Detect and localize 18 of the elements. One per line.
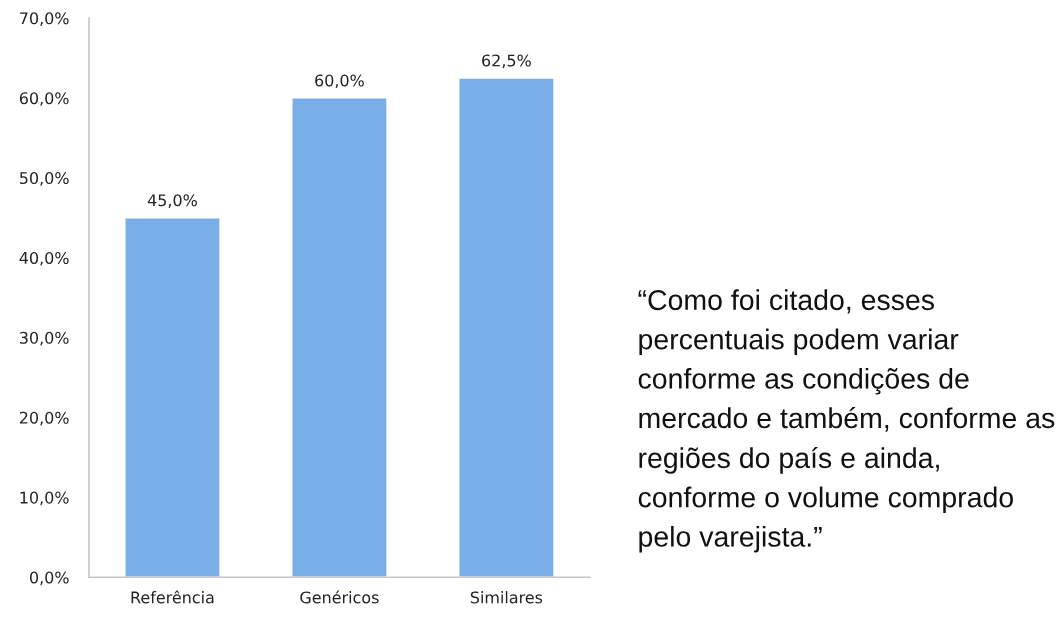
data-label: 60,0% <box>315 74 364 89</box>
data-label: 62,5% <box>482 54 531 69</box>
bar <box>291 97 388 578</box>
y-tick-label: 40,0% <box>19 251 69 266</box>
y-tick-label: 60,0% <box>19 92 69 106</box>
x-tick-label: Referência <box>131 590 214 604</box>
y-tick-label: 20,0% <box>19 411 69 426</box>
bar <box>124 217 221 578</box>
y-tick-label: 50,0% <box>20 172 69 186</box>
bar <box>458 77 555 578</box>
data-label: 45,0% <box>147 194 197 208</box>
y-tick-label: 0,0% <box>29 571 69 586</box>
y-tick-label: 30,0% <box>19 331 69 346</box>
text: “Como foi citado, esses percentuais podem variar conforme as condições de mercado e também, conforme as regiões do país e ainda, conforme o volume comprado pelo varejista.” <box>638 289 1055 553</box>
x-tick-label: Genéricos <box>300 590 379 604</box>
y-tick-label: 70,0% <box>20 12 69 26</box>
y-tick-label: 10,0% <box>20 491 69 506</box>
x-tick-label: Similares <box>470 591 543 604</box>
